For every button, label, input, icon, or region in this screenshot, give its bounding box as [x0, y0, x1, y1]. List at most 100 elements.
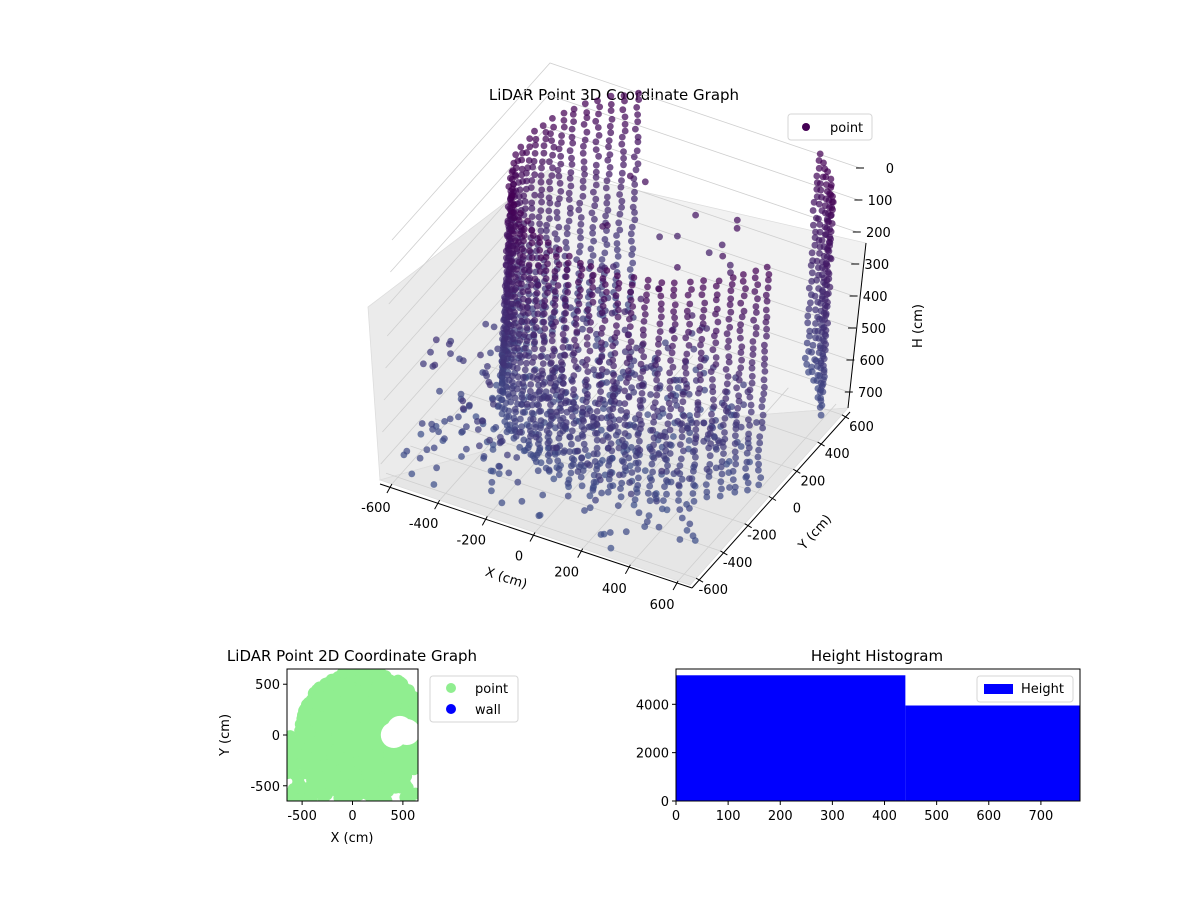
point-3d [721, 429, 728, 436]
point-3d [508, 258, 516, 265]
point-3d [517, 210, 524, 217]
point-3d [637, 374, 644, 382]
point-3d [678, 420, 686, 427]
point-3d [680, 412, 688, 420]
point-3d [620, 161, 627, 169]
point-3d [729, 467, 737, 475]
x-tick-3d [386, 483, 393, 494]
point-3d [634, 133, 642, 141]
point-3d [555, 465, 563, 473]
point-3d [558, 358, 565, 366]
point-3d [542, 275, 550, 282]
point-3d [721, 415, 729, 422]
point-3d [706, 452, 714, 460]
point-3d [575, 300, 583, 308]
point-2d [300, 749, 313, 762]
point-3d [432, 336, 440, 344]
point-3d [555, 246, 563, 253]
point-3d [708, 417, 716, 425]
point-3d [576, 242, 584, 250]
point-3d [682, 369, 690, 377]
point-3d [603, 241, 611, 249]
point-3d [827, 212, 835, 220]
point-3d [543, 227, 550, 235]
z-tick-label-3d: 0 [886, 162, 894, 177]
x-tick-label-histogram: 400 [872, 809, 897, 824]
point-3d [627, 296, 635, 304]
point-2d [287, 786, 299, 799]
point-3d [732, 432, 739, 440]
point-3d [636, 402, 644, 410]
point-3d [589, 271, 597, 279]
point-3d [601, 317, 609, 324]
point-3d [528, 401, 536, 409]
point-3d [458, 453, 465, 460]
point-3d [626, 462, 634, 470]
point-3d [639, 340, 647, 348]
point-3d [555, 471, 563, 479]
point-3d [669, 342, 676, 350]
point-3d [611, 350, 619, 357]
point-2d [416, 723, 418, 731]
point-3d [758, 403, 766, 411]
point-2d [319, 720, 332, 733]
ticks-3d: -600-400-2000200400600-600-400-200020040… [361, 162, 894, 613]
point-2d [385, 773, 398, 786]
point-3d [667, 357, 674, 364]
point-3d [520, 273, 528, 281]
point-3d [816, 404, 824, 411]
point-3d [513, 364, 521, 372]
point-3d [639, 368, 647, 375]
point-3d [591, 458, 599, 465]
point-3d [581, 171, 588, 178]
point-3d [631, 181, 639, 188]
point-3d [662, 447, 670, 455]
point-3d [697, 355, 705, 363]
point-3d [712, 444, 720, 451]
point-2d [290, 740, 303, 753]
point-3d [712, 361, 720, 368]
point-3d [820, 362, 827, 370]
x-tick-label-histogram: 100 [716, 809, 741, 824]
point-3d [535, 402, 542, 409]
point-3d [647, 391, 654, 398]
point-3d [674, 232, 681, 240]
point-3d [568, 154, 575, 162]
point-3d [706, 425, 714, 432]
point-3d [523, 400, 531, 408]
point-3d [549, 352, 556, 359]
point-3d [620, 154, 627, 162]
point-3d [674, 264, 681, 271]
point-3d [666, 426, 674, 434]
point-3d [765, 276, 772, 284]
point-3d [617, 406, 625, 414]
point-3d [530, 331, 538, 339]
point-3d [732, 460, 740, 468]
point-3d [436, 387, 443, 395]
point-3d [482, 320, 490, 328]
point-3d [515, 216, 523, 224]
point-3d [632, 452, 640, 460]
ticks-histogram: 0 100 200 300 400 500 600 700 0 2000 4000 [636, 698, 1053, 824]
y-tick-3d [695, 577, 704, 583]
point-3d [719, 252, 727, 260]
point-3d [559, 330, 567, 338]
point-3d [675, 481, 683, 489]
point-3d [640, 318, 648, 325]
point-3d [593, 415, 601, 423]
point-3d [565, 252, 573, 260]
point-3d [575, 206, 583, 214]
point-3d [801, 354, 809, 362]
point-3d [615, 279, 623, 287]
point-3d [654, 370, 661, 378]
point-3d [548, 137, 555, 145]
point-3d [712, 354, 720, 361]
point-3d [709, 383, 716, 391]
point-3d [756, 439, 764, 447]
point-3d [584, 452, 592, 459]
point-3d [567, 344, 575, 351]
point-3d [626, 479, 633, 486]
y-tick-3d [817, 441, 825, 447]
point-3d [618, 479, 626, 487]
